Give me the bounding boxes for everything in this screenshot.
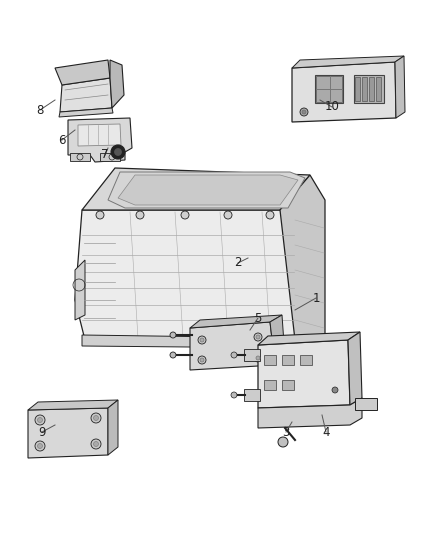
Text: 5: 5 (254, 311, 261, 325)
Bar (355, 77, 360, 101)
Circle shape (181, 211, 189, 219)
Circle shape (35, 415, 45, 425)
Bar (282, 355, 294, 365)
Polygon shape (270, 315, 285, 365)
Bar (354, 75, 384, 103)
Circle shape (302, 110, 306, 114)
Circle shape (91, 413, 101, 423)
Bar (376, 77, 381, 101)
Bar (355, 398, 377, 410)
Circle shape (38, 417, 42, 423)
Circle shape (266, 211, 274, 219)
Polygon shape (110, 60, 124, 108)
Polygon shape (28, 400, 118, 410)
Polygon shape (60, 78, 112, 112)
Polygon shape (78, 124, 121, 146)
Circle shape (198, 356, 206, 364)
Circle shape (200, 338, 204, 342)
Polygon shape (190, 315, 282, 328)
Circle shape (300, 108, 308, 116)
Circle shape (93, 416, 99, 421)
Circle shape (198, 336, 206, 344)
Bar (70, 153, 90, 161)
Bar (315, 75, 343, 103)
Circle shape (114, 149, 121, 156)
Circle shape (96, 211, 104, 219)
Text: 3: 3 (283, 425, 290, 439)
Text: 10: 10 (325, 101, 339, 114)
Bar (300, 355, 312, 365)
Text: 9: 9 (38, 425, 46, 439)
Circle shape (278, 437, 288, 447)
Circle shape (170, 352, 176, 358)
Circle shape (35, 441, 45, 451)
Polygon shape (280, 175, 325, 340)
Bar (264, 355, 276, 365)
Polygon shape (258, 332, 360, 345)
Bar (244, 349, 260, 361)
Polygon shape (59, 108, 113, 117)
Circle shape (93, 441, 99, 447)
Polygon shape (292, 56, 404, 68)
Polygon shape (28, 408, 108, 458)
Polygon shape (55, 60, 110, 85)
Polygon shape (118, 175, 298, 205)
Circle shape (254, 333, 262, 341)
Text: 1: 1 (312, 292, 320, 304)
Text: 7: 7 (101, 149, 109, 161)
Polygon shape (82, 168, 310, 210)
Polygon shape (82, 335, 295, 348)
Bar (316, 76, 342, 102)
Polygon shape (108, 172, 305, 208)
Bar (282, 380, 294, 390)
Circle shape (256, 335, 260, 339)
Bar (362, 77, 367, 101)
Text: 2: 2 (234, 256, 242, 270)
Polygon shape (258, 398, 362, 428)
Circle shape (224, 211, 232, 219)
Circle shape (91, 439, 101, 449)
Polygon shape (258, 340, 350, 408)
Polygon shape (75, 210, 310, 340)
Text: 6: 6 (58, 133, 66, 147)
Circle shape (332, 387, 338, 393)
Polygon shape (395, 56, 405, 118)
Bar (100, 153, 120, 161)
Circle shape (254, 354, 262, 362)
Circle shape (170, 332, 176, 338)
Circle shape (111, 145, 125, 159)
Polygon shape (292, 62, 396, 122)
Bar (369, 77, 374, 101)
Bar (244, 389, 260, 401)
Polygon shape (75, 260, 85, 320)
Polygon shape (108, 400, 118, 455)
Circle shape (256, 356, 260, 360)
Circle shape (231, 392, 237, 398)
Bar (264, 380, 276, 390)
Polygon shape (68, 118, 132, 162)
Circle shape (200, 358, 204, 362)
Circle shape (38, 443, 42, 448)
Circle shape (136, 211, 144, 219)
Polygon shape (348, 332, 362, 405)
Text: 4: 4 (322, 425, 330, 439)
Circle shape (231, 352, 237, 358)
Text: 8: 8 (36, 103, 44, 117)
Polygon shape (190, 322, 275, 370)
